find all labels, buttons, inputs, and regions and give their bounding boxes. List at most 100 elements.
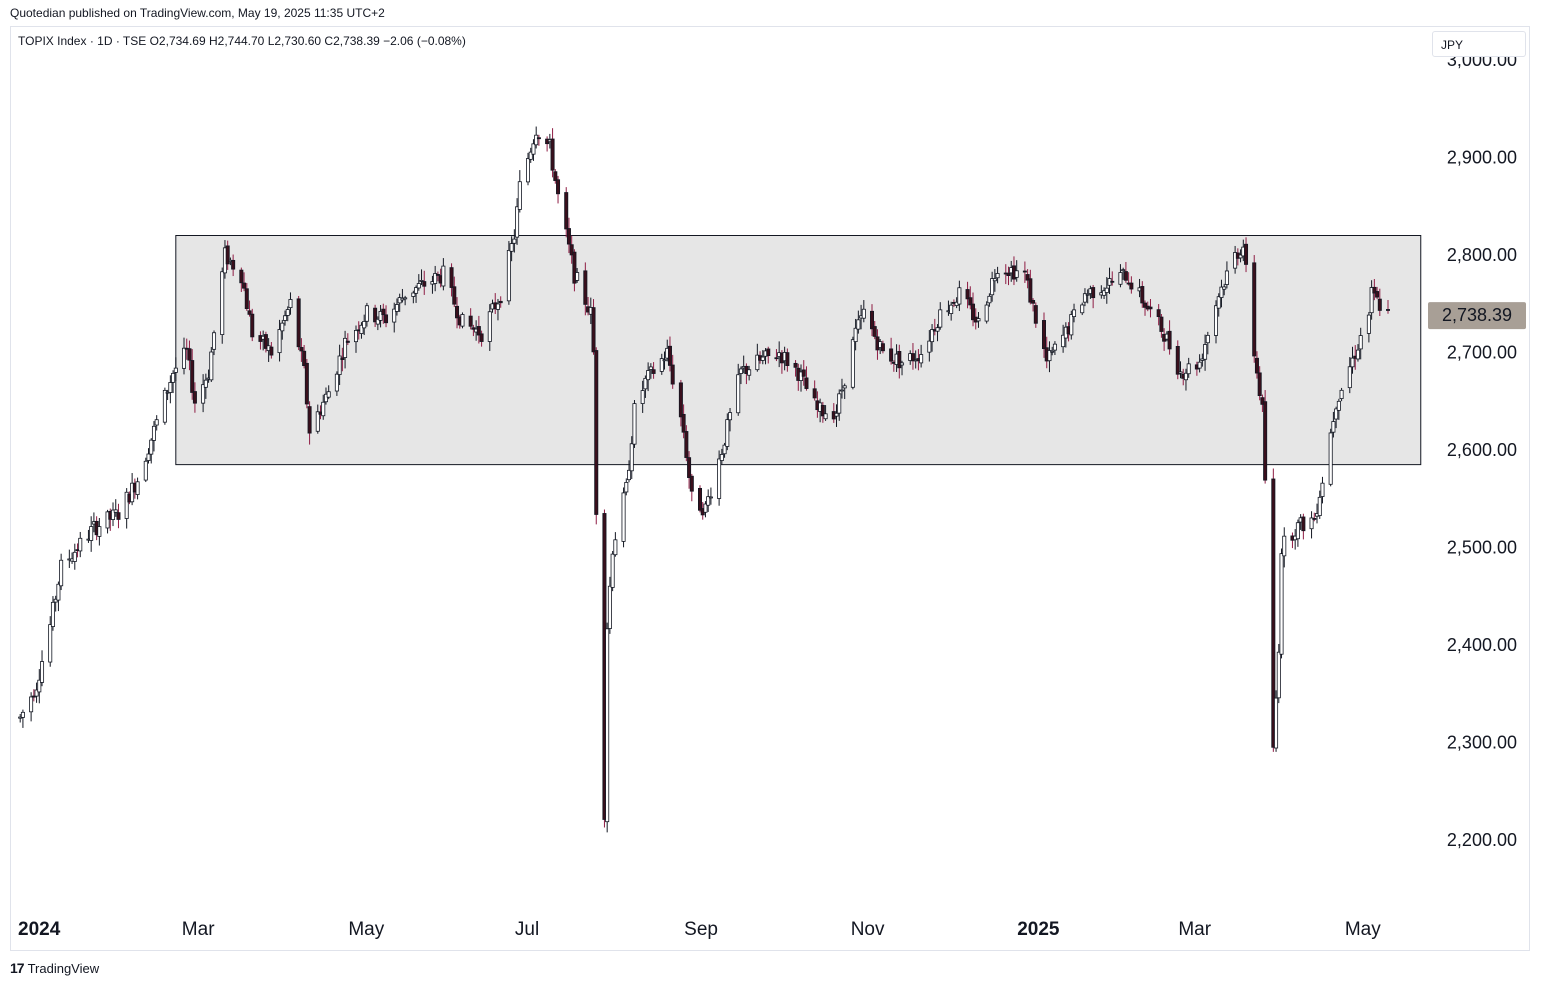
chart-frame <box>10 26 1530 951</box>
candle-body <box>515 206 520 238</box>
candle-body <box>1366 314 1371 334</box>
candle-body <box>1091 287 1096 299</box>
currency-selector[interactable]: JPY <box>1432 31 1526 57</box>
candle-body <box>1052 343 1057 351</box>
candle-body <box>1183 372 1188 381</box>
candle-body <box>717 458 722 499</box>
candle-body <box>506 249 511 302</box>
candle-body <box>698 487 703 511</box>
candle-body <box>627 469 632 481</box>
y-tick-label: 2,300.00 <box>1447 733 1517 753</box>
candle-body <box>146 453 151 461</box>
candle-body <box>192 391 197 404</box>
candle-body <box>1033 305 1038 324</box>
candle-body <box>1156 309 1161 318</box>
candle-body <box>880 343 885 352</box>
candle-body <box>760 356 765 361</box>
candle-body <box>856 319 861 330</box>
candle-body <box>1336 400 1341 411</box>
candle-body <box>1082 293 1087 303</box>
candle-body <box>1347 366 1352 389</box>
candle-body <box>124 491 129 519</box>
candle-body <box>296 298 301 348</box>
candle-body <box>1331 421 1336 433</box>
y-tick-label: 2,600.00 <box>1447 440 1517 460</box>
candle-body <box>190 360 195 393</box>
candle-body <box>285 309 290 316</box>
candle-body <box>242 282 247 289</box>
candle-body <box>1334 408 1339 420</box>
candle-body <box>872 326 877 337</box>
candle-body <box>362 321 367 329</box>
candle-body <box>269 346 274 356</box>
candle-body <box>171 372 176 383</box>
candle-body <box>837 393 842 414</box>
candle-body <box>987 295 992 304</box>
published-note: Quotedian published on TradingView.com, … <box>10 6 385 20</box>
x-tick-label: Jul <box>515 919 539 940</box>
candle-body <box>135 481 140 495</box>
candle-body <box>1312 518 1317 520</box>
candle-body <box>468 315 473 327</box>
candle-body <box>283 315 288 321</box>
candle-body <box>1320 482 1325 497</box>
candle-body <box>37 679 42 693</box>
candle-body <box>536 137 541 140</box>
candle-body <box>564 192 569 230</box>
candle-body <box>591 307 596 353</box>
candle-body <box>460 314 465 327</box>
candle-body <box>247 310 252 315</box>
candle-body <box>1186 363 1191 375</box>
x-tick-label: Mar <box>1178 919 1211 940</box>
candle-body <box>1279 553 1284 655</box>
candle-body <box>1072 309 1077 317</box>
candle-body <box>722 444 727 455</box>
candle-body <box>684 431 689 458</box>
candle-body <box>801 369 806 377</box>
candle-body <box>449 267 454 288</box>
candle-body <box>375 318 380 325</box>
candle-body <box>1238 254 1243 259</box>
candle-body <box>433 273 438 284</box>
candle-body <box>708 496 713 499</box>
candles-layer <box>18 126 1391 833</box>
brand-label: TradingView <box>27 960 100 976</box>
candle-body <box>566 228 571 245</box>
candle-body <box>113 509 118 513</box>
candle-body <box>957 287 962 305</box>
candle-body <box>1069 314 1074 336</box>
candle-body <box>487 311 492 342</box>
candle-body <box>938 309 943 328</box>
tradingview-brand: 17 TradingView <box>10 960 99 976</box>
candle-body <box>1224 270 1229 285</box>
candle-body <box>793 362 798 368</box>
candle-body <box>605 628 610 823</box>
candle-body <box>455 305 460 319</box>
candle-body <box>307 406 312 434</box>
candle-body <box>556 179 561 195</box>
candle-body <box>1257 372 1262 397</box>
candle-body <box>1200 358 1205 361</box>
candle-body <box>728 412 733 421</box>
x-tick-label: Nov <box>851 919 885 940</box>
candle-body <box>662 359 667 362</box>
y-axis: 3,000.002,900.002,800.002,700.002,600.00… <box>1447 50 1517 850</box>
candle-body <box>1205 334 1210 344</box>
candle-body <box>678 382 683 418</box>
candle-body <box>20 711 25 718</box>
candle-body <box>1110 280 1115 283</box>
candle-body <box>755 354 760 371</box>
candle-body <box>1233 252 1238 269</box>
range-box <box>175 235 1422 466</box>
candle-body <box>853 327 858 343</box>
candle-body <box>842 385 847 389</box>
candle-body <box>719 454 724 461</box>
candle-body <box>187 348 192 361</box>
candle-body <box>976 318 981 322</box>
candle-body <box>130 482 135 503</box>
x-tick-label: May <box>348 919 384 940</box>
candle-body <box>624 482 629 493</box>
candle-body <box>340 357 345 360</box>
candle-body <box>1274 697 1279 749</box>
